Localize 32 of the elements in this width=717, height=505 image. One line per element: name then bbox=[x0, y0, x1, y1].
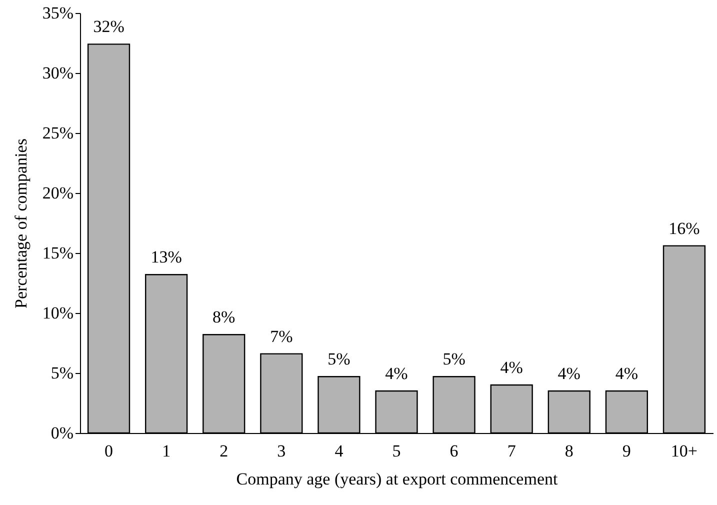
x-tick-label: 3 bbox=[277, 442, 286, 460]
data-label: 32% bbox=[93, 17, 124, 36]
y-tick-label: 5% bbox=[50, 364, 74, 382]
y-tick-label: 20% bbox=[42, 184, 74, 202]
x-tick-label: 2 bbox=[220, 442, 228, 460]
data-label: 13% bbox=[150, 248, 182, 267]
data-label: 4% bbox=[385, 364, 408, 383]
data-label: 4% bbox=[615, 364, 638, 383]
data-label: 4% bbox=[500, 358, 523, 377]
x-tick-label: 10+ bbox=[670, 442, 698, 460]
data-label: 5% bbox=[442, 350, 466, 369]
data-label: 16% bbox=[668, 218, 700, 238]
x-tick-label: 4 bbox=[334, 442, 344, 460]
y-tick-label: 10% bbox=[42, 304, 74, 322]
data-label: 7% bbox=[270, 326, 293, 346]
x-tick-label: 0 bbox=[104, 442, 114, 460]
data-label: 4% bbox=[558, 364, 580, 383]
y-tick-label: 30% bbox=[42, 64, 74, 82]
data-label: 8% bbox=[212, 308, 236, 327]
y-axis-title: Percentage of companies bbox=[11, 138, 30, 308]
x-tick-label: 8 bbox=[564, 442, 574, 460]
x-axis-title: Company age (years) at export commencement bbox=[236, 470, 558, 488]
y-tick-label: 35% bbox=[42, 4, 74, 22]
y-tick-label: 25% bbox=[42, 124, 74, 142]
x-tick-label: 1 bbox=[162, 442, 171, 460]
x-tick-label: 7 bbox=[507, 442, 516, 460]
data-label: 5% bbox=[328, 350, 350, 369]
x-tick-label: 5 bbox=[392, 442, 401, 460]
y-tick-label: 15% bbox=[42, 244, 74, 262]
x-tick-label: 6 bbox=[450, 442, 458, 460]
y-tick-label: 0% bbox=[50, 424, 74, 442]
x-tick-label: 9 bbox=[622, 442, 631, 460]
